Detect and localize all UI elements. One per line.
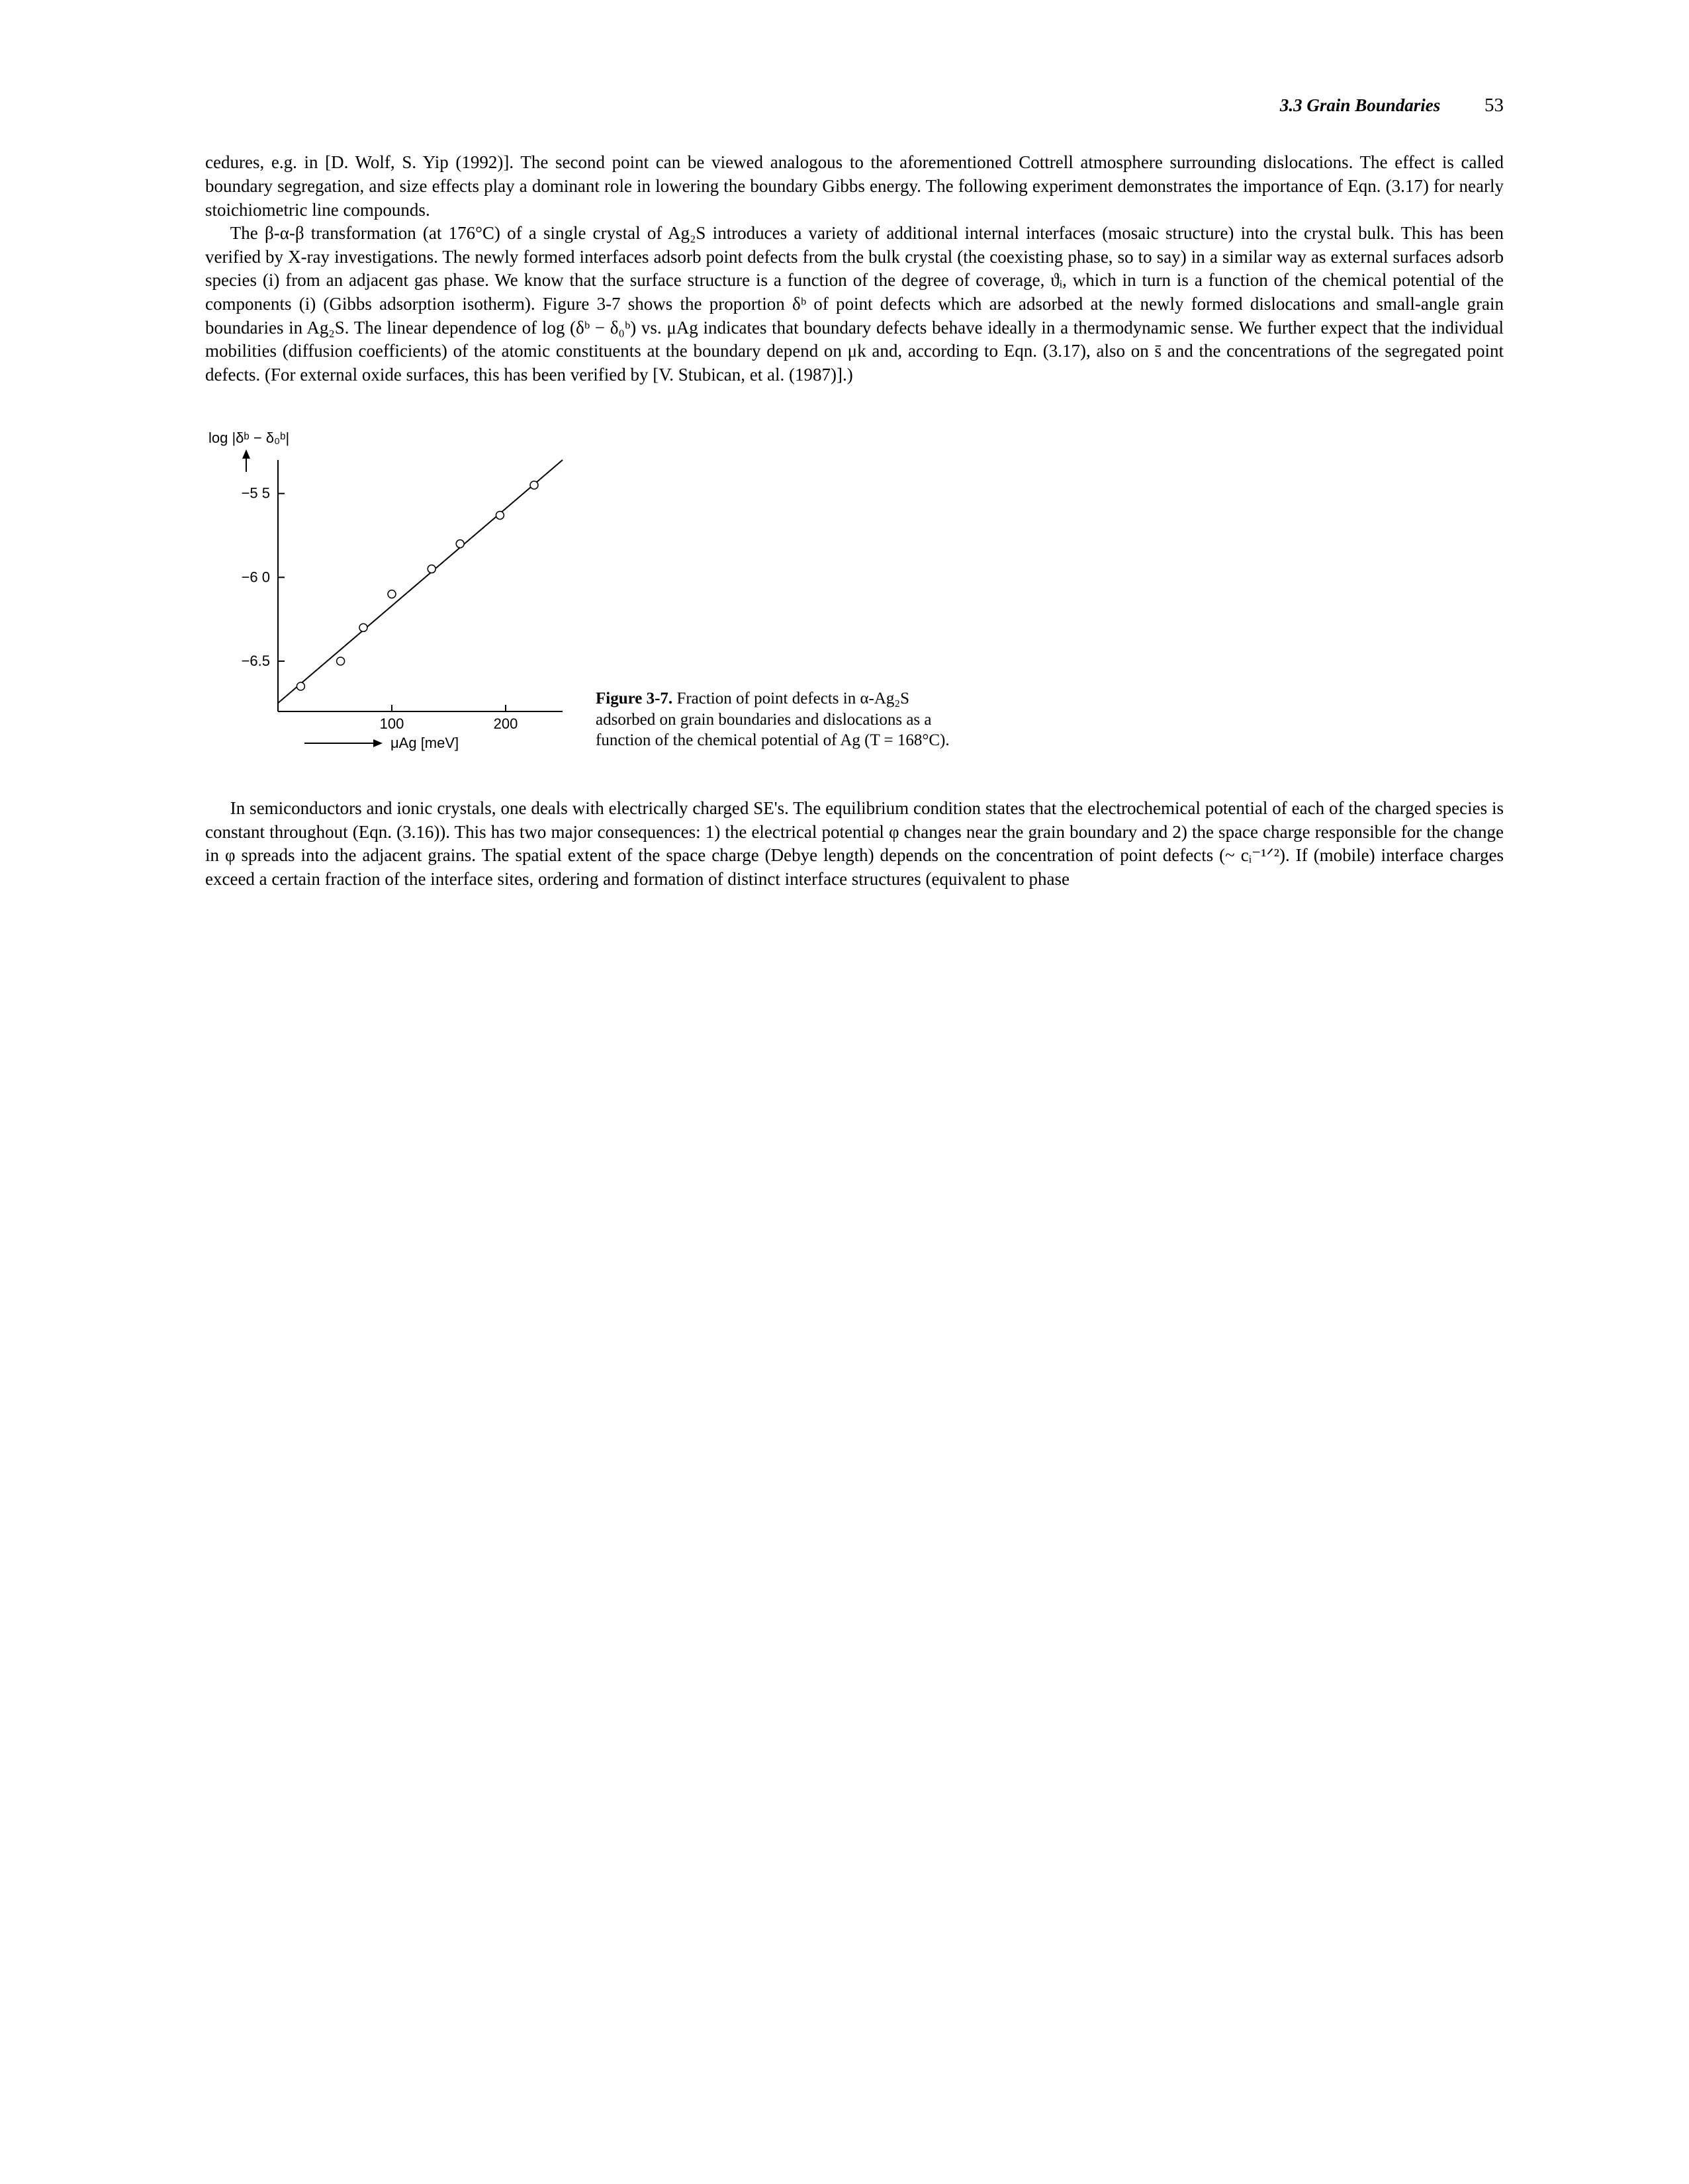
svg-text:−6 0: −6 0	[242, 569, 270, 585]
figure-caption-title: Figure 3-7.	[596, 690, 672, 707]
paragraph-2: The β-α-β transformation (at 176°C) of a…	[205, 222, 1504, 387]
svg-text:100: 100	[380, 715, 404, 732]
page-number: 53	[1484, 95, 1504, 116]
paragraph-3: In semiconductors and ionic crystals, on…	[205, 797, 1504, 891]
figure-caption: Figure 3-7. Fraction of point defects in…	[596, 688, 966, 764]
svg-text:log |δᵇ − δ₀ᵇ|: log |δᵇ − δ₀ᵇ|	[208, 430, 289, 446]
svg-text:200: 200	[494, 715, 518, 732]
figure-3-7: log |δᵇ − δ₀ᵇ| −5 5 −6 0 −6.5 100 200 μAg [meV…	[205, 427, 1504, 764]
paragraph-1: cedures, e.g. in [D. Wolf, S. Yip (1992)…	[205, 151, 1504, 222]
chart-container: log |δᵇ − δ₀ᵇ| −5 5 −6 0 −6.5 100 200 μAg [meV…	[205, 427, 576, 764]
svg-text:−6.5: −6.5	[242, 653, 270, 669]
chart-svg: log |δᵇ − δ₀ᵇ| −5 5 −6 0 −6.5 100 200 μAg [meV…	[205, 427, 576, 758]
svg-text:−5 5: −5 5	[242, 484, 270, 501]
section-title: 3.3 Grain Boundaries	[1280, 95, 1440, 115]
page-header: 3.3 Grain Boundaries 53	[205, 93, 1504, 118]
svg-text:μAg [meV]: μAg [meV]	[390, 735, 459, 751]
